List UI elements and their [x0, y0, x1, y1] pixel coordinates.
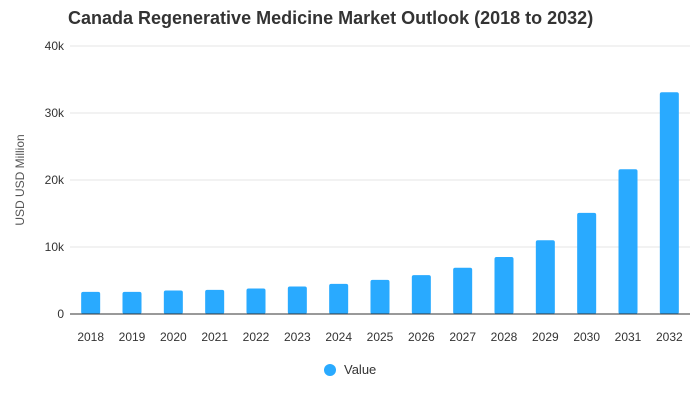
bar-2029[interactable] — [535, 240, 555, 314]
bar-2026[interactable] — [411, 275, 431, 314]
bar-2028[interactable] — [494, 257, 514, 314]
x-tick-label: 2029 — [532, 330, 559, 344]
bar-2031[interactable] — [618, 169, 638, 314]
bar-2019[interactable] — [122, 291, 142, 314]
x-tick-label: 2022 — [243, 330, 270, 344]
x-tick-label: 2019 — [119, 330, 146, 344]
x-tick-label: 2025 — [367, 330, 394, 344]
y-axis-title: USD USD Million — [13, 134, 27, 225]
legend-marker-icon — [324, 363, 336, 376]
x-tick-label: 2031 — [615, 330, 642, 344]
gridlines — [70, 45, 690, 248]
x-tick-label: 2020 — [160, 330, 187, 344]
y-tick-label: 10k — [45, 240, 65, 254]
x-tick-label: 2018 — [77, 330, 104, 344]
x-tick-label: 2028 — [491, 330, 518, 344]
bar-2032[interactable] — [659, 92, 679, 314]
bar-2021[interactable] — [205, 289, 225, 314]
x-tick-label: 2023 — [284, 330, 311, 344]
x-tick-label: 2030 — [573, 330, 600, 344]
y-tick-label: 0 — [57, 307, 64, 321]
legend-item-value[interactable]: Value — [324, 362, 376, 377]
bar-2030[interactable] — [577, 212, 597, 314]
x-tick-label: 2021 — [201, 330, 228, 344]
legend-label: Value — [344, 362, 377, 377]
bar-2018[interactable] — [81, 291, 101, 314]
bar-2024[interactable] — [329, 283, 349, 314]
bar-2025[interactable] — [370, 279, 390, 314]
y-axis-ticks: 0 10k 20k 30k 40k — [45, 39, 65, 321]
x-tick-label: 2027 — [449, 330, 476, 344]
y-tick-label: 30k — [45, 106, 65, 120]
bar-2023[interactable] — [287, 286, 307, 314]
y-tick-label: 40k — [45, 39, 65, 53]
x-tick-label: 2024 — [325, 330, 352, 344]
x-tick-label: 2026 — [408, 330, 435, 344]
x-axis-ticks: 2018 2019 2020 2021 2022 2023 2024 2025 2026 2027… — [77, 330, 683, 344]
bar-2020[interactable] — [163, 290, 183, 314]
x-tick-label: 2032 — [656, 330, 683, 344]
bar-2027[interactable] — [453, 267, 473, 314]
y-tick-label: 20k — [45, 173, 65, 187]
chart-title: Canada Regenerative Medicine Market Outl… — [68, 8, 594, 28]
bars — [81, 92, 679, 314]
bar-2022[interactable] — [246, 288, 266, 314]
